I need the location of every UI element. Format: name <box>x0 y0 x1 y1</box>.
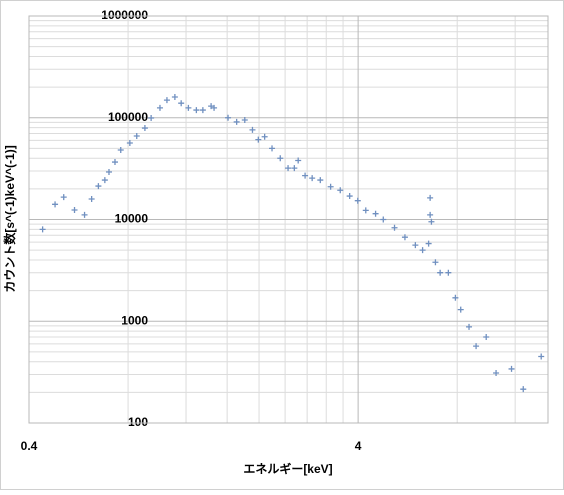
data-point <box>199 107 206 114</box>
data-point <box>452 294 459 301</box>
data-point <box>52 201 59 208</box>
data-point <box>317 177 324 184</box>
data-point <box>427 211 434 218</box>
data-point <box>261 133 268 140</box>
data-point <box>508 365 515 372</box>
data-point <box>185 104 192 111</box>
data-point <box>391 224 398 231</box>
data-point <box>163 97 170 104</box>
data-point <box>419 247 426 254</box>
data-point <box>71 206 78 213</box>
data-point <box>156 104 163 111</box>
data-point <box>372 210 379 217</box>
data-point <box>473 343 480 350</box>
y-tick-label: 1000000 <box>101 8 148 22</box>
x-tick-label: 4 <box>355 439 362 453</box>
data-point <box>302 172 309 179</box>
data-point <box>432 259 439 266</box>
data-point <box>81 211 88 218</box>
y-tick-label: 100 <box>128 415 148 429</box>
data-point <box>291 165 298 172</box>
x-tick-label: 0.4 <box>21 439 38 453</box>
data-point <box>520 386 527 393</box>
data-point <box>483 334 490 341</box>
data-point <box>269 145 276 152</box>
data-point <box>362 207 369 214</box>
data-point <box>211 104 218 111</box>
data-point <box>380 216 387 223</box>
data-point <box>401 234 408 241</box>
data-point <box>354 197 361 204</box>
data-point <box>327 183 334 190</box>
data-point <box>233 118 240 125</box>
y-tick-label: 1000 <box>121 313 148 327</box>
data-point <box>126 139 133 146</box>
data-point <box>88 196 95 203</box>
data-point <box>148 114 155 121</box>
plot-frame <box>28 15 549 424</box>
data-point <box>427 194 434 201</box>
data-point <box>117 147 124 153</box>
data-point <box>178 100 185 107</box>
data-point <box>295 157 302 164</box>
data-point <box>101 177 108 184</box>
data-point <box>249 126 256 133</box>
data-point <box>309 175 316 182</box>
data-point <box>412 242 419 249</box>
data-point <box>105 168 112 175</box>
data-point <box>193 107 200 114</box>
y-tick-label: 10000 <box>115 212 149 226</box>
y-axis-label: カウント数[s^(-1)keV^(-1)] <box>2 145 17 292</box>
data-point <box>171 93 178 100</box>
data-point <box>457 306 464 313</box>
data-point <box>437 269 444 276</box>
data-point <box>466 323 473 330</box>
data-point <box>133 132 140 139</box>
data-point <box>337 187 344 194</box>
data-point <box>141 125 148 132</box>
data-point <box>445 269 452 276</box>
data-point <box>60 194 67 201</box>
data-point <box>39 226 46 233</box>
data-point <box>255 136 262 143</box>
data-point <box>111 159 118 166</box>
y-tick-label: 100000 <box>108 110 148 124</box>
data-point <box>285 165 292 172</box>
data-point <box>425 240 432 247</box>
data-point <box>538 353 545 360</box>
data-point <box>493 370 500 377</box>
data-point <box>346 193 353 200</box>
data-point <box>95 183 102 190</box>
x-axis-label: エネルギー[keV] <box>243 461 332 476</box>
data-point <box>225 114 232 121</box>
data-point <box>241 117 248 124</box>
data-point <box>428 218 435 225</box>
data-point <box>277 155 284 162</box>
